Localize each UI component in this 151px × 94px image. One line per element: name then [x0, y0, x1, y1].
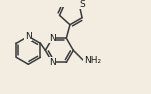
Text: NH₂: NH₂ — [84, 56, 101, 65]
Text: N: N — [49, 34, 56, 43]
Text: S: S — [80, 0, 86, 9]
Text: N: N — [25, 32, 32, 41]
Text: N: N — [49, 58, 56, 67]
